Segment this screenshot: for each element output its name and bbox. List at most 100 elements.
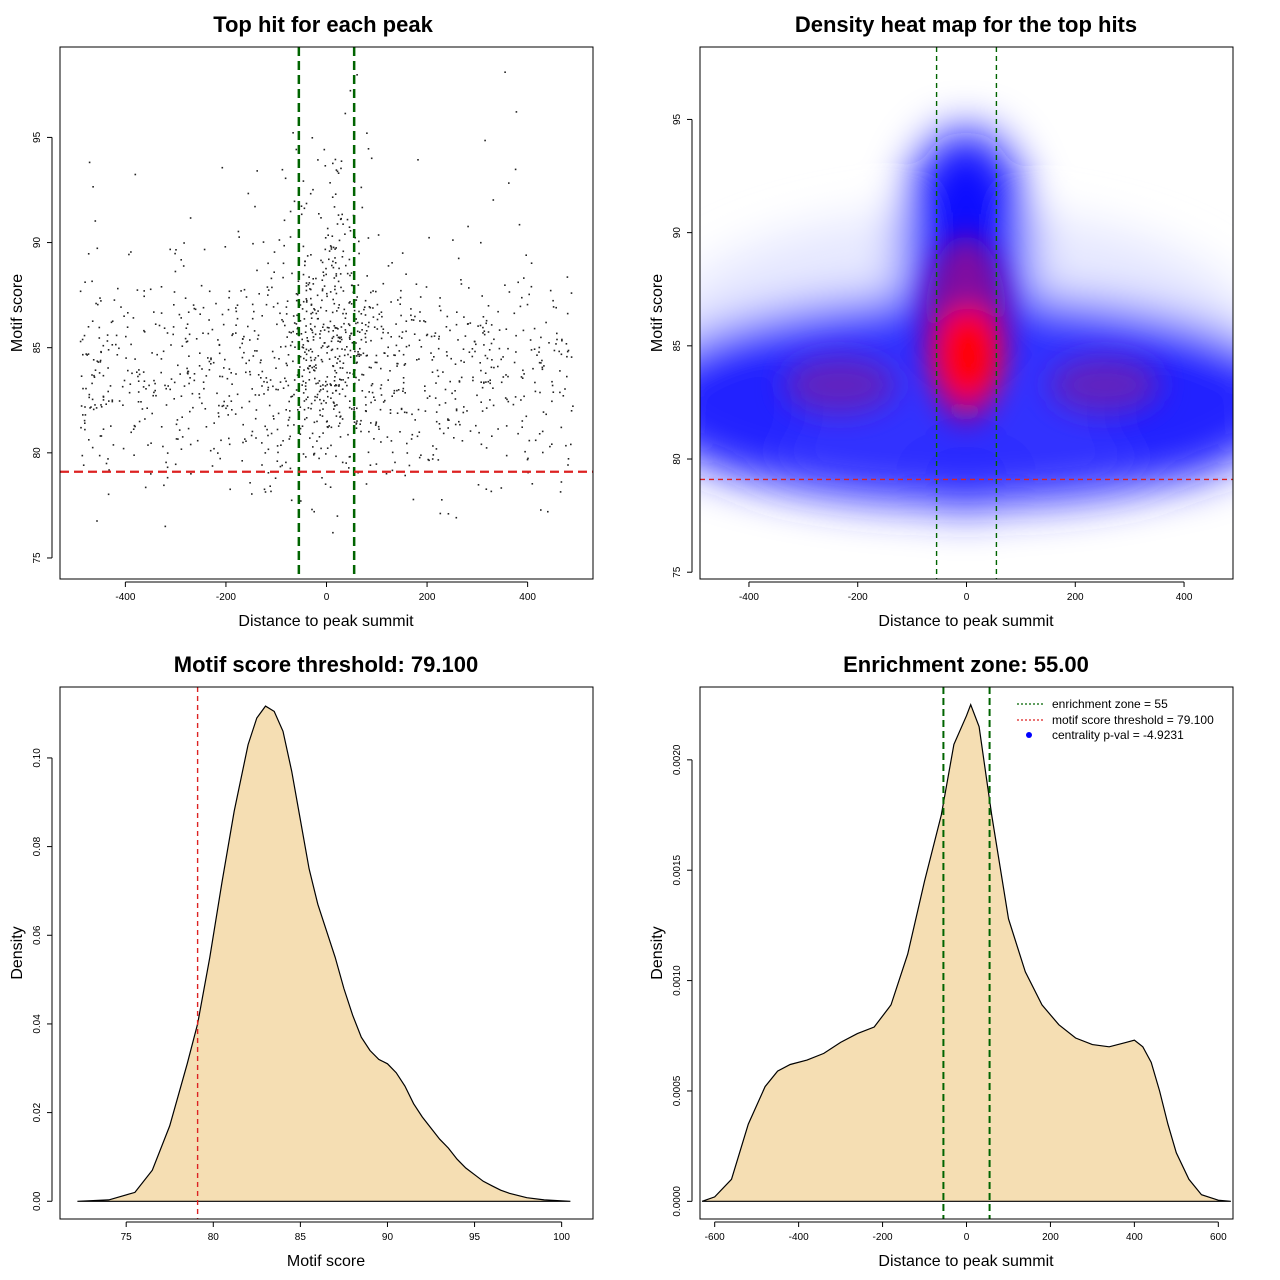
y-tick-label: 90 [32, 237, 43, 249]
scatter-point [365, 355, 368, 357]
scatter-point [286, 364, 288, 367]
scatter-point [355, 299, 358, 301]
scatter-point [117, 287, 119, 290]
scatter-point [94, 220, 97, 222]
scatter-point [188, 355, 190, 357]
scatter-point [82, 464, 85, 466]
scatter-point [251, 317, 254, 320]
scatter-point [349, 335, 351, 337]
scatter-point [189, 443, 192, 446]
scatter-point [330, 384, 332, 386]
scatter-point [333, 408, 335, 410]
scatter-point [441, 499, 443, 501]
scatter-point [215, 302, 217, 305]
scatter-point [449, 329, 451, 332]
scatter-point [181, 416, 183, 418]
scatter-point [175, 438, 178, 440]
scatter-point [227, 308, 230, 311]
scatter-point [365, 330, 368, 332]
scatter-point [328, 258, 330, 261]
scatter-point [372, 316, 375, 318]
scatter-point [299, 355, 302, 358]
scatter-point [346, 371, 348, 374]
scatter-point [107, 349, 110, 351]
scatter-point [321, 360, 324, 363]
y-axis-label: Density [9, 926, 26, 979]
scatter-point [285, 362, 288, 365]
scatter-point [433, 335, 436, 337]
scatter-point [483, 333, 486, 336]
scatter-point [342, 223, 344, 225]
scatter-point [562, 395, 565, 397]
scatter-point [188, 382, 190, 385]
scatter-point [371, 383, 374, 385]
scatter-point [327, 330, 330, 333]
scatter-point [213, 447, 215, 450]
scatter-point [360, 186, 363, 189]
scatter-point [435, 420, 438, 423]
scatter-point [338, 239, 341, 242]
scatter-point [412, 319, 415, 321]
scatter-point [319, 409, 321, 412]
scatter-point [266, 381, 268, 384]
scatter-point [341, 461, 344, 464]
scatter-point [84, 428, 86, 431]
scatter-point [445, 351, 448, 353]
scatter-point [324, 342, 326, 344]
scatter-point [91, 398, 94, 401]
scatter-point [175, 423, 178, 426]
scatter-point [543, 365, 545, 367]
scatter-point [326, 426, 329, 428]
scatter-point [485, 381, 487, 383]
scatter-point [94, 404, 96, 406]
scatter-point [316, 318, 319, 320]
reference-lines [700, 47, 1233, 579]
scatter-point [286, 336, 288, 338]
scatter-point [566, 276, 569, 278]
scatter-point [82, 353, 84, 356]
scatter-point [426, 397, 429, 399]
scatter-point [300, 333, 303, 335]
scatter-point [515, 334, 517, 337]
scatter-point [252, 355, 255, 357]
scatter-point [370, 339, 372, 342]
scatter-point [336, 404, 338, 406]
scatter-point [167, 385, 169, 387]
scatter-point [198, 393, 201, 395]
scatter-point [355, 362, 358, 364]
scatter-point [293, 424, 295, 426]
scatter-point [84, 414, 87, 416]
scatter-point [308, 276, 310, 278]
scatter-point [309, 288, 311, 290]
scatter-point [250, 434, 253, 437]
scatter-point [181, 436, 184, 438]
scatter-point [400, 408, 403, 411]
scatter-point [357, 351, 359, 353]
scatter-point [334, 257, 336, 259]
scatter-point [344, 329, 347, 331]
scatter-point [151, 412, 153, 415]
scatter-point [527, 457, 529, 460]
scatter-point [154, 323, 157, 325]
scatter-point [364, 314, 367, 316]
scatter-point [302, 180, 305, 182]
scatter-point [248, 359, 250, 362]
scatter-point [160, 358, 163, 360]
scatter-point [534, 390, 537, 393]
scatter-point [476, 394, 478, 397]
reference-lines [60, 47, 593, 579]
scatter-point [348, 226, 351, 228]
scatter-point [228, 437, 230, 440]
scatter-point [504, 284, 506, 286]
scatter-point [336, 327, 338, 329]
scatter-point [131, 372, 133, 375]
scatter-point [123, 315, 125, 317]
scatter-point [256, 350, 258, 352]
scatter-point [314, 395, 316, 398]
scatter-point [284, 324, 286, 327]
scatter-point [325, 380, 327, 383]
scatter-point [525, 254, 527, 256]
scatter-point [196, 439, 199, 442]
scatter-point [436, 369, 439, 372]
scatter-point [180, 448, 183, 450]
